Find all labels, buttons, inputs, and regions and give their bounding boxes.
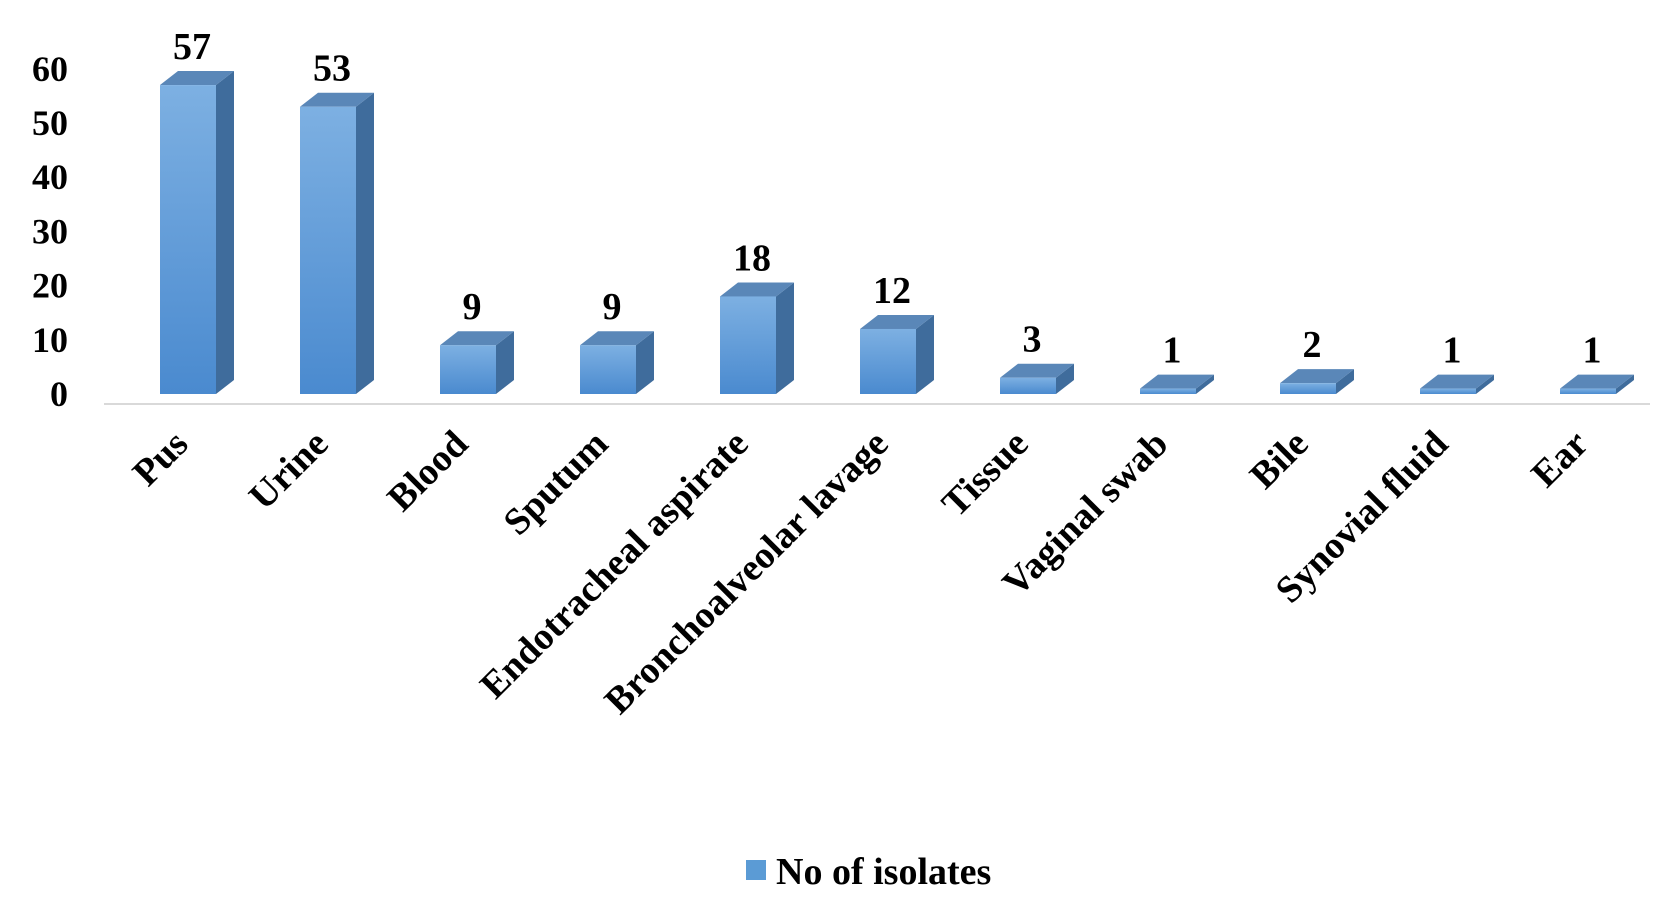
- bar-side-face: [1336, 369, 1354, 394]
- y-tick-label: 60: [32, 49, 68, 89]
- y-tick-label: 0: [50, 374, 68, 414]
- category-label: Ear: [1523, 423, 1596, 496]
- category-label: Pus: [125, 423, 197, 495]
- data-label: 9: [463, 286, 482, 328]
- bar-side-face: [636, 331, 654, 394]
- bars-group: [160, 71, 1634, 395]
- bar: [1140, 374, 1214, 394]
- data-label: 2: [1303, 324, 1322, 366]
- bar-front-face: [720, 296, 776, 394]
- data-label: 3: [1023, 319, 1042, 361]
- category-label: Endotracheal aspirate: [472, 423, 756, 707]
- bar-side-face: [1476, 374, 1494, 394]
- y-tick-label: 10: [32, 320, 68, 360]
- bar-top-face: [1140, 374, 1214, 389]
- bar: [1280, 369, 1354, 394]
- category-label: Urine: [241, 423, 336, 518]
- legend-label: No of isolates: [776, 851, 991, 893]
- bar-side-face: [496, 331, 514, 394]
- bar: [720, 282, 794, 394]
- data-label: 1: [1163, 330, 1182, 372]
- y-tick-label: 40: [32, 157, 68, 197]
- bar-front-face: [300, 106, 356, 395]
- bar-top-face: [1000, 363, 1074, 378]
- bar-front-face: [1280, 383, 1336, 394]
- category-label: Sputum: [496, 423, 617, 544]
- bar-front-face: [860, 328, 916, 394]
- bar: [1420, 374, 1494, 394]
- bar-front-face: [160, 85, 216, 394]
- y-tick-label: 50: [32, 103, 68, 143]
- bar: [160, 71, 234, 394]
- bar-front-face: [1560, 388, 1616, 394]
- bar-front-face: [1140, 388, 1196, 394]
- bar-side-face: [356, 92, 374, 395]
- data-label: 57: [173, 26, 211, 68]
- bar-top-face: [860, 314, 934, 329]
- data-label: 1: [1443, 330, 1462, 372]
- bar-side-face: [916, 314, 934, 394]
- bar-front-face: [580, 345, 636, 394]
- bar-top-face: [440, 331, 514, 346]
- category-label: Bronchoalveolar lavage: [597, 423, 897, 723]
- y-axis-ticks: 0 10 20 30 40 50 60: [32, 49, 68, 414]
- bar-side-face: [776, 282, 794, 394]
- bar-top-face: [1420, 374, 1494, 389]
- category-label: Blood: [379, 423, 476, 520]
- bar-front-face: [1000, 377, 1056, 394]
- bar-top-face: [300, 92, 374, 107]
- bar-top-face: [1560, 374, 1634, 389]
- bar-top-face: [720, 282, 794, 297]
- category-label: Bile: [1242, 423, 1316, 497]
- data-label: 12: [873, 270, 911, 312]
- bar-top-face: [160, 71, 234, 86]
- bar-front-face: [440, 345, 496, 394]
- bar-side-face: [1616, 374, 1634, 394]
- bar: [1000, 363, 1074, 394]
- bar-side-face: [1196, 374, 1214, 394]
- y-tick-label: 30: [32, 211, 68, 251]
- bar-top-face: [1280, 369, 1354, 384]
- bar: [860, 314, 934, 394]
- bar: [1560, 374, 1634, 394]
- data-label: 9: [603, 286, 622, 328]
- bar-front-face: [1420, 388, 1476, 394]
- bar-side-face: [216, 71, 234, 394]
- bar: [300, 92, 374, 395]
- data-label: 18: [733, 237, 771, 279]
- legend-swatch: [746, 860, 766, 880]
- legend: No of isolates: [746, 851, 991, 893]
- y-tick-label: 20: [32, 266, 68, 306]
- data-label: 53: [313, 48, 351, 90]
- category-label: Tissue: [934, 423, 1036, 525]
- data-label: 1: [1583, 330, 1602, 372]
- bar-side-face: [1056, 363, 1074, 394]
- bar-top-face: [580, 331, 654, 346]
- bar: [440, 331, 514, 394]
- bar: [580, 331, 654, 394]
